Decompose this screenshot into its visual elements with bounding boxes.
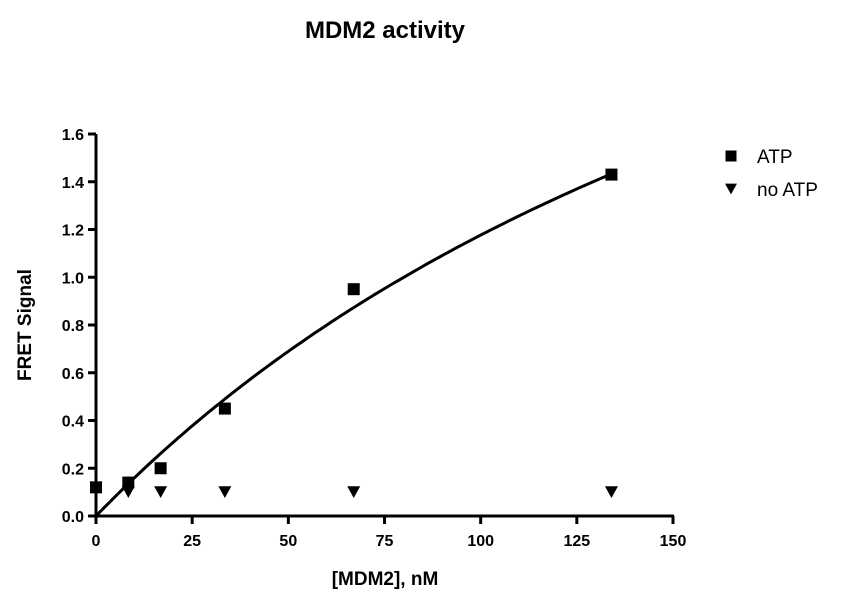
atp-point: [154, 462, 167, 475]
y-tick-label: 0.8: [62, 318, 84, 335]
y-tick-label: 1.4: [62, 175, 84, 192]
x-tick-label: 0: [92, 533, 101, 550]
y-tick-label: 1.0: [62, 270, 84, 287]
legend-marker-atp: [725, 150, 737, 162]
y-tick-label: 0.2: [62, 461, 84, 478]
x-tick-label: 125: [563, 533, 590, 550]
plot-area: 0 25 50 75 100 125 150 0.0 0.2 0.4 0.6 0.8 1.0 1.2 1.4…: [62, 127, 687, 550]
no-atp-point: [347, 486, 361, 498]
legend: ATP no ATP: [725, 147, 818, 201]
no-atp-point: [218, 486, 232, 498]
y-tick-label: 1.6: [62, 127, 84, 144]
y-tick-label: 0.4: [62, 414, 84, 431]
y-tick-label: 0.0: [62, 509, 84, 526]
atp-point: [218, 402, 231, 415]
no-atp-point: [89, 481, 103, 494]
no-atp-point: [121, 486, 135, 498]
atp-point: [122, 476, 135, 489]
legend-label: no ATP: [757, 180, 818, 201]
chart-title: MDM2 activity: [305, 17, 466, 44]
atp-point: [605, 168, 618, 181]
x-axis-label: [MDM2], nM: [332, 569, 439, 590]
x-tick-label: 75: [376, 533, 394, 550]
no-atp-point: [154, 486, 168, 498]
atp-point: [347, 283, 360, 296]
atp-fit-curve: [94, 172, 613, 518]
no-atp-point: [604, 486, 618, 498]
x-tick-label: 25: [183, 533, 201, 550]
y-tick-label: 1.2: [62, 223, 84, 240]
x-tick-label: 100: [467, 533, 494, 550]
legend-marker-no-atp: [725, 183, 737, 195]
x-tick-label: 50: [279, 533, 297, 550]
legend-label: ATP: [757, 147, 793, 168]
y-tick-label: 0.6: [62, 366, 84, 383]
x-tick-label: 150: [660, 533, 687, 550]
y-axis-label: FRET Signal: [15, 269, 36, 381]
